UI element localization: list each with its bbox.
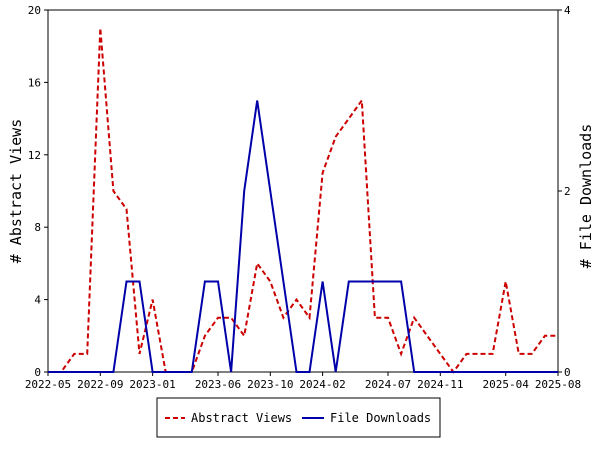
x-tick-label-8: 2025-04 [483,378,530,391]
y-right-tick-label-0: 0 [564,366,571,379]
y-left-tick-label-3: 12 [28,149,41,162]
y-axis-right-title: # File Downloads [577,124,595,269]
x-tick-label-0: 2022-05 [25,378,71,391]
plot-area: 0 4 8 12 16 20 0 2 4 2022-05 2022-09 2023-01 2023-06… [25,4,581,391]
x-tick-label-5: 2024-02 [299,378,345,391]
y-left-tick-label-4: 16 [28,76,41,89]
y-axis-left-title: # Abstract Views [7,119,25,264]
y-left-tick-label-0: 0 [34,366,41,379]
series-line-abstract-views [48,28,558,374]
x-tick-label-1: 2022-09 [77,378,123,391]
legend: Abstract Views File Downloads [156,397,441,438]
plot-frame [47,9,559,373]
x-tick-label-3: 2023-06 [195,378,241,391]
x-tick-label-6: 2024-07 [365,378,411,391]
legend-label-file-downloads: File Downloads [330,411,431,425]
y-right-tick-label-2: 4 [564,4,571,17]
x-tick-label-9: 2025-08 [535,378,581,391]
x-tick-label-2: 2023-01 [129,378,175,391]
y-left-tick-label-5: 20 [28,4,41,17]
y-right-tick-label-1: 2 [564,185,571,198]
series-line-file-downloads [48,100,558,373]
y-left-tick-label-2: 8 [34,221,41,234]
legend-box [156,397,441,438]
y-left-tick-label-1: 4 [34,294,41,307]
x-tick-label-7: 2024-11 [417,378,463,391]
x-tick-label-4: 2023-10 [247,378,293,391]
legend-label-abstract-views: Abstract Views [191,411,292,425]
